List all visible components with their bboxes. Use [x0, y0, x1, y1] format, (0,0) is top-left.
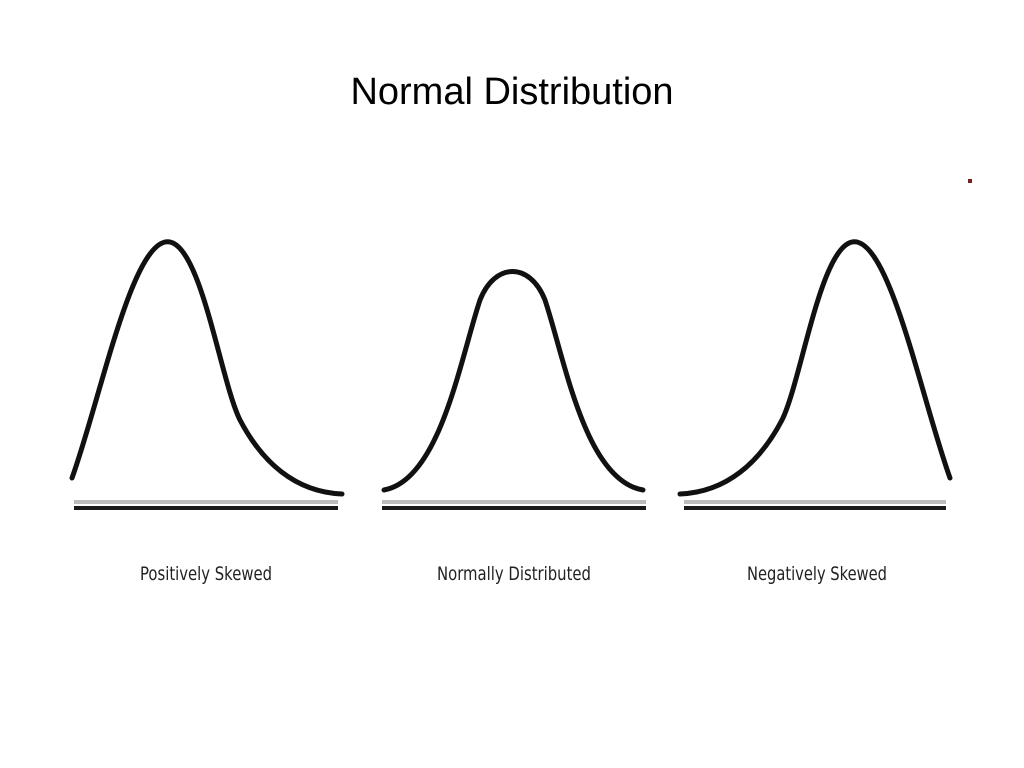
curve-negatively-skewed [677, 239, 953, 497]
panel-positively-skewed: Positively Skewed [69, 239, 345, 585]
curve-normally-distributed [381, 269, 646, 493]
caption-normally-distributed: Normally Distributed [437, 563, 591, 585]
curve-positively-skewed [69, 239, 345, 497]
corner-marker [968, 179, 972, 183]
caption-negatively-skewed: Negatively Skewed [747, 563, 887, 585]
panel-normally-distributed: Normally Distributed [381, 269, 646, 585]
panel-negatively-skewed: Negatively Skewed [677, 239, 953, 585]
slide-title: Normal Distribution [350, 71, 674, 113]
caption-positively-skewed: Positively Skewed [140, 563, 272, 585]
